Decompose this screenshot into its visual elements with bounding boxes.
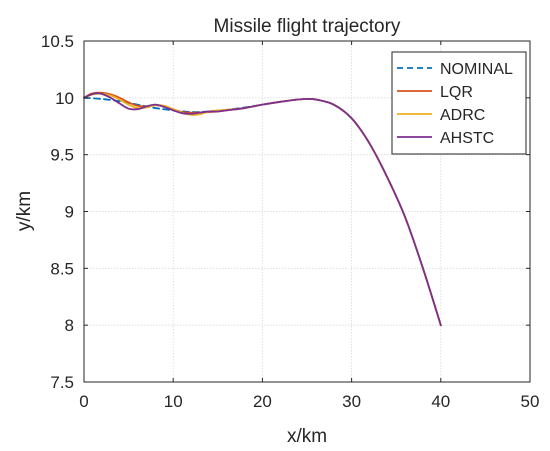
- x-tick-label: 10: [164, 392, 183, 411]
- y-tick-label: 7.5: [50, 373, 74, 392]
- series-line-ahstc: [83, 92, 442, 327]
- y-tick-label: 8: [65, 316, 74, 335]
- y-tick-label: 8.5: [50, 259, 74, 278]
- chart-title: Missile flight trajectory: [214, 16, 401, 37]
- tick-labels: 0 10 20 30 40 50 7.5 8 8.5 9 9.5 10 10.5: [41, 32, 540, 411]
- x-tick-label: 0: [79, 392, 88, 411]
- x-tick-label: 20: [253, 392, 272, 411]
- x-tick-label: 30: [342, 392, 361, 411]
- legend-label-ahstc: AHSTC: [440, 130, 494, 147]
- y-tick-label: 9: [65, 203, 74, 222]
- series-layer: [83, 91, 442, 327]
- legend-label-lqr: LQR: [440, 84, 473, 101]
- y-tick-label: 10: [55, 89, 74, 108]
- x-tick-label: 50: [521, 392, 540, 411]
- legend-label-nominal: NOMINAL: [440, 61, 513, 78]
- y-tick-label: 10.5: [41, 32, 74, 51]
- y-tick-label: 9.5: [50, 146, 74, 165]
- grid: [84, 41, 530, 382]
- y-axis-label: y/km: [14, 191, 35, 231]
- ticks: [83, 40, 531, 383]
- legend: NOMINAL LQR ADRC AHSTC: [391, 51, 527, 155]
- x-axis-label: x/km: [287, 426, 327, 447]
- legend-label-adrc: ADRC: [440, 107, 485, 124]
- x-tick-label: 40: [431, 392, 450, 411]
